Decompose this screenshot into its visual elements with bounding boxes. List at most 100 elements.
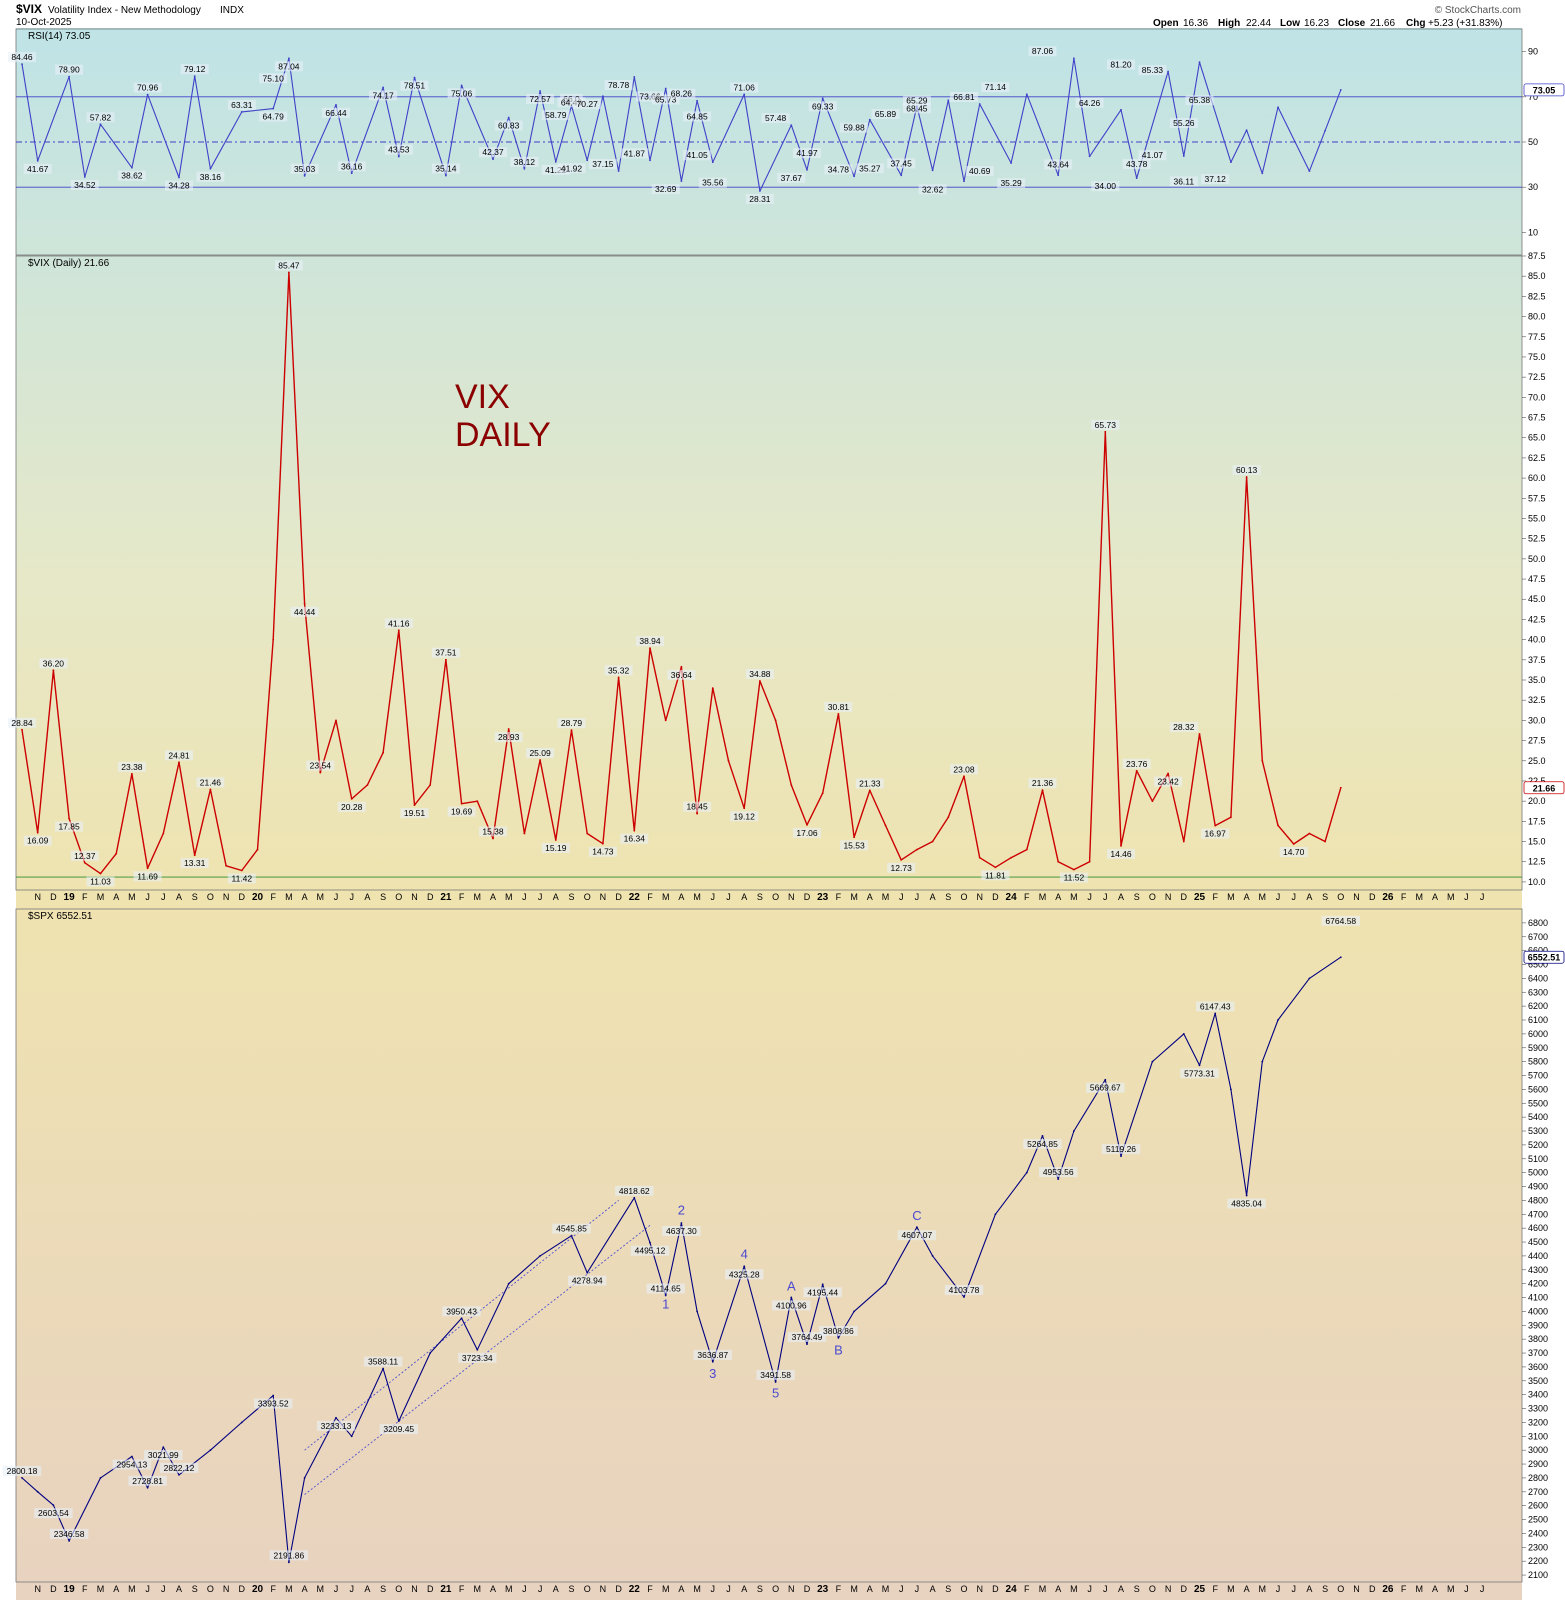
trend-channel-line	[304, 1225, 651, 1495]
x-axis-month-label: M	[128, 1584, 136, 1594]
vix-last-value: 21.66	[1533, 783, 1556, 793]
vix-point-label-bg	[1232, 465, 1261, 476]
x-axis-month-label: A	[113, 892, 119, 902]
vix-data-point	[1261, 759, 1264, 762]
x-axis-year-label: 22	[629, 892, 641, 903]
vix-data-point	[1277, 824, 1279, 827]
vix-data-point	[492, 837, 494, 840]
spx-ytick-label: 3400	[1528, 1390, 1548, 1400]
x-axis-month-label: M	[1259, 1584, 1267, 1594]
rsi-point-label-bg	[620, 148, 649, 159]
chart-background	[16, 28, 1522, 1600]
vix-data-point	[1230, 816, 1232, 819]
rsi-data-point	[36, 159, 39, 162]
vix-point-label: 15.19	[545, 843, 567, 853]
spx-point-label: 3393.52	[258, 1399, 289, 1409]
x-axis-month-label: D	[992, 892, 999, 902]
vix-ytick-label: 60.0	[1528, 473, 1546, 483]
x-axis-month-label: O	[1337, 892, 1344, 902]
spx-data-point	[806, 1343, 808, 1345]
spx-ytick-label: 2900	[1528, 1459, 1548, 1469]
x-axis-month-label: N	[976, 892, 983, 902]
x-axis-month-label: A	[490, 1584, 496, 1594]
vix-point-label-bg	[793, 827, 821, 838]
x-axis-month-label: O	[772, 892, 779, 902]
vix-point-label: 11.03	[90, 877, 111, 887]
vix-annotation: VIX	[455, 378, 510, 416]
x-axis-month-label: A	[1118, 1584, 1124, 1594]
vix-data-point	[900, 858, 903, 861]
vix-annotation: DAILY	[455, 416, 551, 454]
rsi-data-point	[492, 158, 494, 161]
rsi-point-label-bg	[384, 144, 413, 155]
x-axis-month-label: M	[850, 892, 858, 902]
vix-frame	[15, 255, 1523, 891]
spx-ytick-label: 4600	[1528, 1223, 1548, 1233]
x-axis-bottom: N D 19 F M A M J J A S O N D 20 F M A M J J A S O N D 21 F M A M J J A S O N…	[34, 1584, 1484, 1595]
spx-ytick-label: 4500	[1528, 1237, 1548, 1247]
spx-ytick-label: 4200	[1528, 1279, 1548, 1289]
security-name: Volatility Index - New Methodology	[48, 5, 201, 16]
vix-point-label-bg	[526, 748, 555, 759]
vix-point-label-bg	[683, 801, 712, 812]
vix-ytick-label: 75.0	[1528, 352, 1546, 362]
spx-data-point	[680, 1222, 683, 1224]
rsi-point-label: 37.67	[781, 173, 803, 183]
rsi-point-label: 84.46	[11, 52, 33, 62]
x-axis-year-label: 22	[629, 1584, 641, 1595]
rsi-point-label: 35.56	[702, 178, 724, 188]
spx-point-label: 3233.13	[321, 1421, 352, 1431]
spx-ytick-label: 2700	[1528, 1487, 1548, 1497]
vix-point-label: 23.76	[1126, 759, 1148, 769]
rsi-point-label-bg	[1122, 159, 1151, 170]
spx-last-value-badge	[1523, 950, 1565, 964]
spx-point-label-bg	[1023, 1138, 1062, 1149]
vix-data-point	[1104, 430, 1107, 433]
vix-point-label-bg	[23, 835, 52, 846]
elliott-wave-label: 3	[709, 1366, 716, 1381]
spx-data-point	[350, 1435, 353, 1438]
rsi-point-label-bg	[902, 95, 931, 106]
rsi-data-point	[790, 124, 793, 126]
vix-point-label: 85.47	[278, 260, 300, 270]
x-axis-month-label: O	[960, 892, 967, 902]
vix-data-point	[225, 864, 228, 867]
vix-ytick-label: 85.0	[1528, 271, 1546, 281]
rsi-point-label: 60.83	[498, 121, 520, 131]
spx-ytick-label: 2300	[1528, 1542, 1548, 1552]
x-axis-month-label: M	[693, 892, 701, 902]
spx-data-point	[790, 1296, 793, 1299]
vix-ytick-label: 82.5	[1528, 291, 1546, 301]
spx-ytick-label: 4800	[1528, 1195, 1548, 1205]
x-axis-month-label: S	[1322, 892, 1328, 902]
spx-point-label-bg	[159, 1462, 199, 1473]
x-axis-month-label: D	[804, 892, 811, 902]
vix-data-point	[1135, 769, 1138, 772]
spx-point-label-bg	[112, 1459, 152, 1470]
x-axis-month-label: S	[1134, 892, 1140, 902]
x-axis-month-label: A	[1432, 892, 1438, 902]
panels: RSI(14) 73.05907050301084.4641.6778.9034…	[2, 28, 1565, 1595]
vix-point-label: 17.85	[58, 822, 80, 832]
vix-point-label: 36.64	[671, 670, 693, 680]
vix-point-label-bg	[494, 732, 523, 743]
vix-point-label: 16.97	[1205, 829, 1227, 839]
vix-data-point	[319, 771, 322, 774]
spx-data-point	[1057, 1178, 1060, 1180]
spx-ytick-label: 6700	[1528, 932, 1548, 942]
vix-point-label-bg	[86, 876, 115, 887]
rsi-point-label-bg	[557, 97, 586, 108]
x-axis-month-label: J	[1480, 1584, 1485, 1594]
vix-point-label: 12.73	[891, 863, 913, 873]
spx-point-label-bg	[615, 1185, 654, 1196]
vix-ytick-label: 40.0	[1528, 635, 1546, 645]
vix-point-label-bg	[431, 647, 460, 658]
trend-channel-line	[304, 1200, 619, 1451]
vix-point-label-bg	[196, 777, 225, 788]
vix-last-value-badge	[1523, 781, 1565, 795]
spx-point-label-bg	[630, 1245, 670, 1256]
x-axis-month-label: A	[930, 892, 936, 902]
x-axis-year-label: 25	[1194, 1584, 1206, 1595]
rsi-data-point	[131, 166, 133, 169]
x-axis-month-label: M	[1227, 892, 1235, 902]
